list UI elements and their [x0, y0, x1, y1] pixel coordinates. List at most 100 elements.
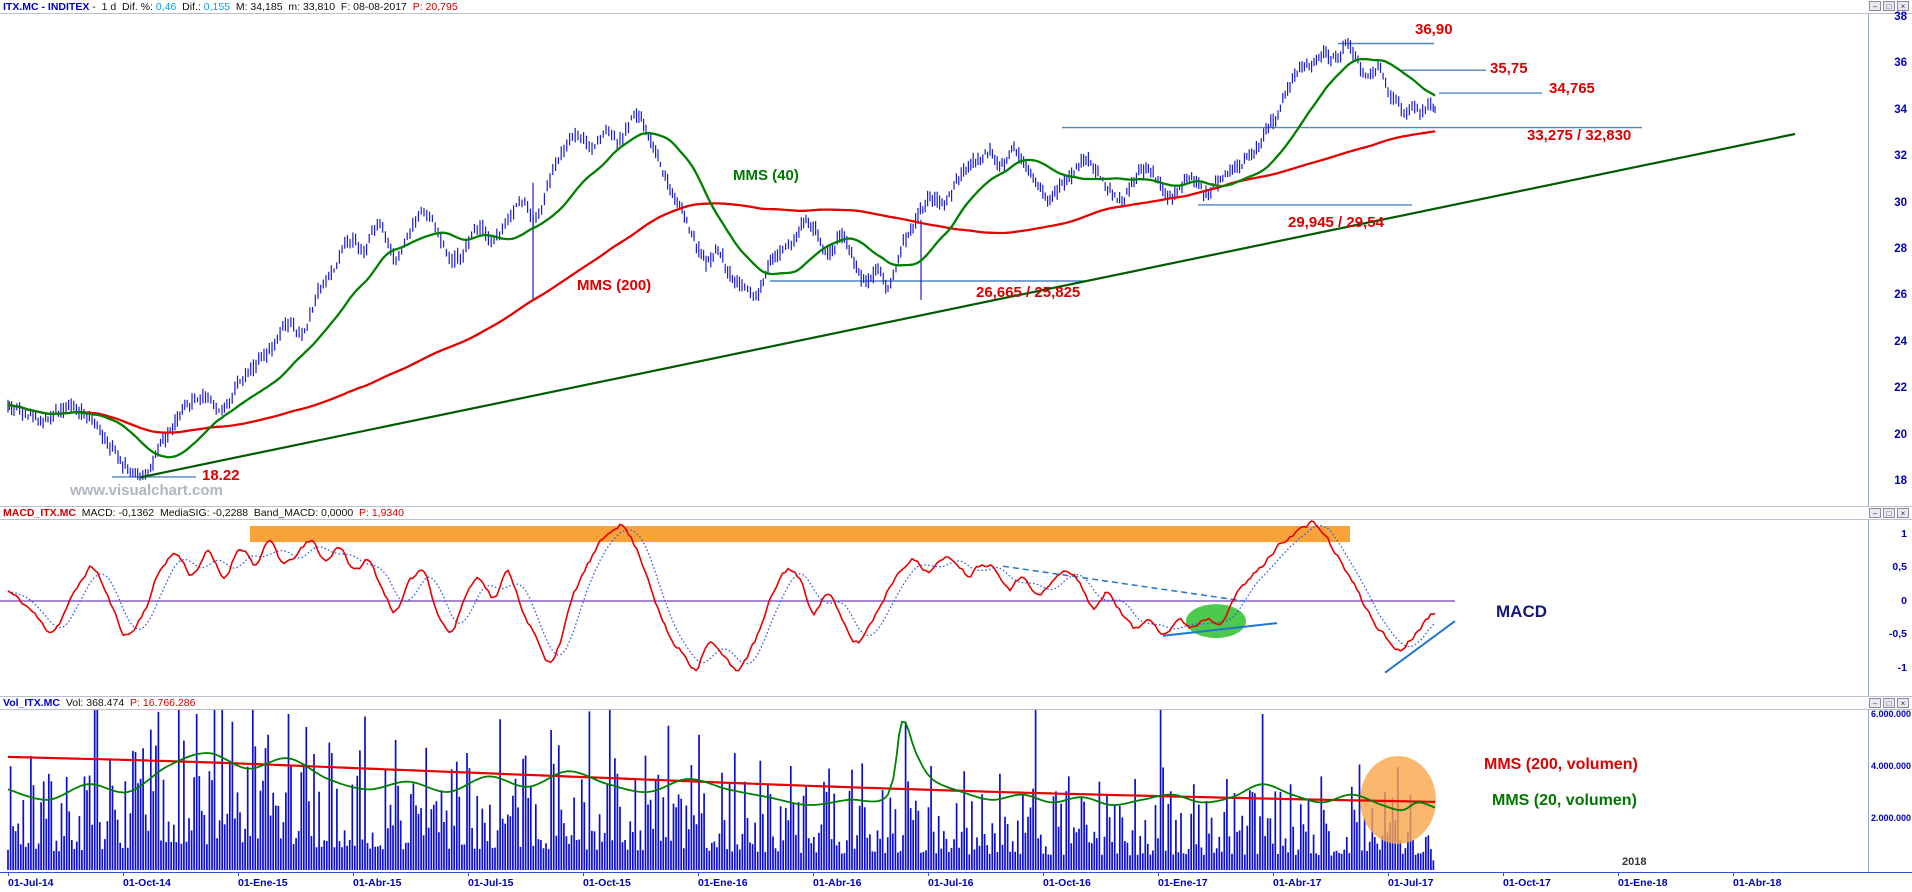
minimize-button[interactable]: –: [1869, 1, 1881, 11]
macd-axis-label: -1: [1897, 661, 1907, 674]
time-axis-label: 01-Jul-17: [1388, 877, 1434, 889]
volume-chart[interactable]: MMS (200, volumen) MMS (20, volumen) 201…: [0, 710, 1868, 872]
close-button[interactable]: ×: [1897, 508, 1909, 518]
macd-label: MACD: [1496, 602, 1547, 621]
macd-panel: MACD 1 0,5 0 -0,5 -1: [0, 520, 1912, 696]
trend-line: [139, 132, 1796, 479]
volume-panel: MMS (200, volumen) MMS (20, volumen) 201…: [0, 708, 1912, 872]
price-chart[interactable]: www.visualchart.com 36,90 35,75 34,765 33,2…: [0, 14, 1868, 506]
time-axis-label: 01-Jul-14: [8, 877, 54, 889]
price-annotation: 33,275 / 32,830: [1527, 127, 1632, 144]
time-axis-tick: [1503, 873, 1504, 876]
header-field: ITX.MC - INDITEX: [3, 0, 90, 13]
time-axis-tick: [1618, 873, 1619, 876]
macd-chart[interactable]: MACD: [0, 520, 1868, 696]
price-axis-label: 22: [1894, 382, 1907, 395]
macd-line: [7, 520, 1436, 672]
price-axis-label: 36: [1894, 57, 1907, 70]
header-field: Vol_ITX.MC: [3, 697, 60, 709]
time-axis: 01-Jul-14 01-Oct-14 01-Ene-15 01-Abr-15 01-J…: [0, 872, 1912, 892]
time-axis-label: 01-Oct-16: [1043, 877, 1091, 889]
time-axis-label: 01-Abr-15: [353, 877, 402, 889]
maximize-button[interactable]: □: [1883, 698, 1895, 708]
macd-signal-line: [7, 524, 1436, 665]
instrument-info: ITX.MC - INDITEX - 1 d Dif. %: 0,46 Dif.…: [3, 1, 458, 13]
macd-trendline: [1384, 620, 1456, 674]
price-axis-label: 38: [1894, 11, 1907, 23]
header-field: M: 34,185: [230, 0, 283, 13]
window-controls: – □ ×: [1869, 698, 1909, 708]
time-axis-labels: 01-Jul-14 01-Oct-14 01-Ene-15 01-Abr-15 01-J…: [0, 873, 1868, 892]
header-field: F: 08-08-2017: [335, 0, 407, 13]
time-axis-label: 01-Abr-16: [813, 877, 862, 889]
price-annotation: 36,90: [1415, 21, 1453, 38]
header-field: 0,155: [203, 0, 231, 13]
macd-axis-label: 1: [1901, 527, 1907, 540]
volume-axis-label: 4.000.000: [1870, 760, 1911, 771]
header-field: Dif. %:: [122, 0, 156, 13]
vol-mms200-label: MMS (200, volumen): [1484, 756, 1638, 773]
vol-mms20-label: MMS (20, volumen): [1492, 792, 1637, 809]
time-axis-label: 01-Abr-17: [1273, 877, 1322, 889]
time-axis-tick: [238, 873, 239, 876]
price-axis-label: 18: [1894, 475, 1907, 487]
price-axis-label: 28: [1894, 243, 1907, 255]
window-controls: – □ ×: [1869, 508, 1909, 518]
header-field: P: 1,9340: [353, 507, 404, 519]
header-field: MediaSIG: -0,2288: [154, 507, 249, 519]
close-button[interactable]: ×: [1897, 698, 1909, 708]
time-axis-label: 01-Ene-15: [238, 877, 288, 889]
price-panel-header: ITX.MC - INDITEX - 1 d Dif. %: 0,46 Dif.…: [0, 0, 1912, 14]
price-annotation: 29,945 / 29,54: [1288, 214, 1384, 231]
header-field: MACD_ITX.MC: [3, 507, 76, 519]
mms40-line: [7, 57, 1436, 459]
price-axis-label: 30: [1894, 196, 1907, 209]
macd-axis-label: 0,5: [1892, 561, 1907, 573]
volume-axis-label: 6.000.000: [1870, 708, 1911, 719]
header-field: 0,46: [155, 0, 177, 13]
price-annotation: 34,765: [1549, 80, 1595, 97]
price-annotation: MMS (200): [577, 277, 652, 294]
time-axis-label: 01-Oct-15: [583, 877, 631, 889]
time-axis-tick: [1273, 873, 1274, 876]
header-field: - 1 d: [89, 0, 123, 13]
macd-chart-canvas: [0, 520, 1456, 674]
price-annotation: MMS (40): [733, 167, 799, 184]
window-controls: – □ ×: [1869, 1, 1909, 11]
time-axis-label: 01-Oct-17: [1503, 877, 1551, 889]
maximize-button[interactable]: □: [1883, 508, 1895, 518]
mms200-line: [7, 130, 1436, 434]
time-axis-label: 01-Ene-17: [1158, 877, 1208, 889]
volume-bars: [7, 710, 1435, 870]
volume-panel-header: Vol_ITX.MC Vol: 368.474 P: 16.766.286 – …: [0, 696, 1912, 710]
time-axis-tick: [698, 873, 699, 876]
macd-axis-label: -0,5: [1888, 628, 1907, 640]
time-axis-tick: [1388, 873, 1389, 876]
time-axis-tick: [353, 873, 354, 876]
header-field: MACD: -0,1362: [75, 507, 155, 519]
header-field: m: 33,810: [282, 0, 336, 13]
watermark: www.visualchart.com: [70, 482, 223, 499]
minimize-button[interactable]: –: [1869, 698, 1881, 708]
time-axis-label: 01-Abr-18: [1733, 877, 1782, 889]
price-annotation: 18.22: [202, 467, 240, 484]
time-axis-label: 01-Ene-16: [698, 877, 748, 889]
macd-axis-label: 0: [1901, 594, 1907, 607]
macd-indicator-info: MACD_ITX.MC MACD: -0,1362 MediaSIG: -0,2…: [3, 507, 404, 519]
time-axis-tick: [8, 873, 9, 876]
minimize-button[interactable]: –: [1869, 508, 1881, 518]
maximize-button[interactable]: □: [1883, 1, 1895, 11]
price-bars: [7, 37, 1436, 481]
macd-panel-header: MACD_ITX.MC MACD: -0,1362 MediaSIG: -0,2…: [0, 506, 1912, 520]
close-button[interactable]: ×: [1897, 1, 1909, 11]
time-axis-tick: [1158, 873, 1159, 876]
price-axis-label: 32: [1894, 150, 1907, 163]
header-field: Band_MACD: 0,0000: [248, 507, 354, 519]
header-field: Vol: 368.474: [59, 697, 125, 709]
price-annotation: 26,665 / 25,825: [976, 284, 1081, 301]
vol-mms200-line: [7, 755, 1436, 803]
macd-highlight-band: [250, 526, 1350, 543]
price-axis-label: 20: [1894, 428, 1907, 441]
header-field: P: 20,795: [406, 0, 458, 13]
